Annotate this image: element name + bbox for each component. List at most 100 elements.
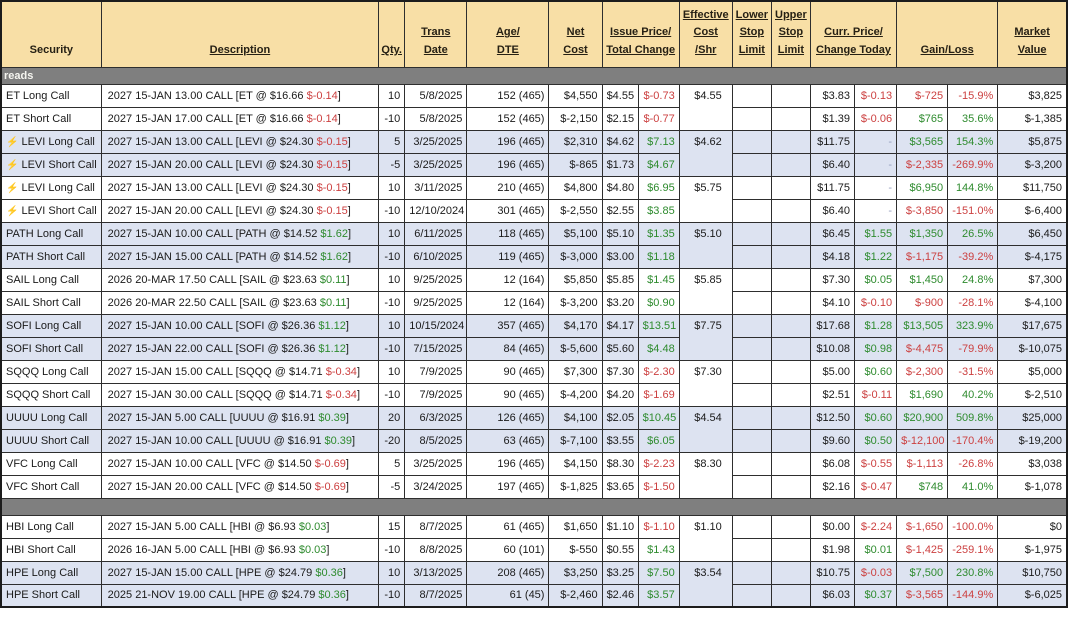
lower-stop-cell — [731, 175, 772, 200]
trans-date-cell: 7/15/2025 — [404, 336, 468, 361]
age-dte-cell: 119 (465) — [466, 244, 550, 269]
security-label: UUUU Short Call — [6, 434, 90, 447]
issue-price-cell: $4.80 — [601, 175, 639, 200]
group-band-label: reads — [0, 66, 1068, 85]
col-market-value[interactable]: Market Value — [997, 0, 1068, 68]
total-change-cell: $-1.10 — [637, 514, 680, 539]
age-dte-cell: 118 (465) — [466, 221, 550, 246]
net-cost-cell: $-3,000 — [548, 244, 603, 269]
table-row: VFC Long Call 2027 15-JAN 10.00 CALL [VF… — [0, 451, 1068, 499]
net-cost-cell: $4,800 — [548, 175, 603, 200]
lower-stop-cell — [731, 474, 772, 499]
upper-stop-cell — [770, 514, 811, 539]
trans-date-cell: 3/13/2025 — [404, 560, 468, 585]
security-label: SOFI Short Call — [6, 342, 84, 355]
col-effective-cost[interactable]: Effective Cost /Shr — [678, 0, 733, 68]
col-trans-date[interactable]: Trans Date — [404, 0, 468, 68]
col-gain-loss[interactable]: Gain/Loss — [896, 0, 999, 68]
issue-price-cell: $1.10 — [601, 514, 639, 539]
col-qty[interactable]: Qty. — [378, 0, 406, 68]
issue-price-cell: $4.20 — [601, 382, 639, 407]
lightning-bolt-icon: ⚡ — [6, 205, 19, 217]
description-close-bracket: ] — [337, 112, 341, 125]
security-cell: ⚡ LEVI Long Call — [0, 129, 102, 154]
age-dte-cell: 196 (465) — [466, 152, 550, 177]
upper-stop-cell — [770, 290, 811, 315]
gain-cell: $-12,100 — [896, 428, 949, 453]
change-today-cell: - — [853, 152, 898, 177]
gain-cell: $-1,113 — [896, 451, 949, 476]
col-lower-stop-limit[interactable]: Lower Stop Limit — [731, 0, 772, 68]
description-change: $1.12 — [318, 342, 346, 355]
curr-price-cell: $6.45 — [809, 221, 856, 246]
lower-stop-cell — [731, 514, 772, 539]
change-today-cell: $-0.11 — [853, 382, 898, 407]
description-close-bracket: ] — [347, 250, 352, 263]
description-close-bracket: ] — [345, 589, 349, 602]
net-cost-cell: $-3,200 — [548, 290, 603, 315]
col-description[interactable]: Description — [100, 0, 380, 68]
description-change: $-0.14 — [306, 89, 338, 102]
description-text: 2027 15-JAN 30.00 CALL [SQQQ @ $14.71 — [107, 388, 326, 401]
gain-cell: $-1,175 — [896, 244, 949, 269]
curr-price-cell: $7.30 — [809, 267, 856, 292]
description-change: $1.12 — [318, 319, 346, 332]
description-text: 2027 15-JAN 10.00 CALL [UUUU @ $16.91 — [107, 434, 325, 447]
market-value-cell: $-1,078 — [997, 474, 1068, 499]
gain-pct-cell: 41.0% — [947, 474, 999, 499]
upper-stop-cell — [770, 405, 811, 430]
total-change-cell: $-1.50 — [637, 474, 680, 499]
description-text: 2025 21-NOV 19.00 CALL [HPE @ $24.79 — [107, 589, 319, 602]
col-curr-price-change-today[interactable]: Curr. Price/ Change Today — [809, 0, 898, 68]
total-change-cell: $7.13 — [637, 129, 680, 154]
market-value-cell: $-6,400 — [997, 198, 1068, 223]
description-change: $0.36 — [315, 566, 343, 579]
effective-cost-cell: $7.30 — [678, 359, 733, 407]
net-cost-cell: $-2,150 — [548, 106, 603, 131]
change-today-cell: - — [853, 198, 898, 223]
change-today-cell: $1.22 — [853, 244, 898, 269]
security-label: LEVI Short Call — [21, 204, 97, 217]
qty-cell: -20 — [378, 428, 406, 453]
qty-cell: 10 — [378, 359, 406, 384]
qty-cell: 20 — [378, 405, 406, 430]
issue-price-cell: $3.25 — [601, 560, 639, 585]
description-cell: 2027 15-JAN 15.00 CALL [HPE @ $24.79 $0.… — [100, 560, 380, 585]
gain-pct-cell: -31.5% — [947, 359, 999, 384]
description-close-bracket: ] — [346, 273, 350, 286]
net-cost-cell: $-2,460 — [548, 583, 603, 608]
curr-price-cell: $9.60 — [809, 428, 856, 453]
issue-price-cell: $2.55 — [601, 198, 639, 223]
total-change-cell: $1.18 — [637, 244, 680, 269]
description-text: 2027 15-JAN 22.00 CALL [SOFI @ $26.36 — [107, 342, 319, 355]
description-cell: 2026 16-JAN 5.00 CALL [HBI @ $6.93 $0.03… — [100, 537, 380, 562]
group-band-row — [0, 497, 1068, 516]
qty-cell: 5 — [378, 129, 406, 154]
age-dte-cell: 84 (465) — [466, 336, 550, 361]
trans-date-cell: 9/25/2025 — [404, 267, 468, 292]
description-text: 2027 15-JAN 5.00 CALL [UUUU @ $16.91 — [107, 411, 319, 424]
trans-date-cell: 8/7/2025 — [404, 583, 468, 608]
col-upper-stop-limit[interactable]: Upper Stop Limit — [770, 0, 811, 68]
col-age-dte[interactable]: Age/ DTE — [466, 0, 550, 68]
change-today-cell: - — [853, 175, 898, 200]
change-today-cell: $-0.10 — [853, 290, 898, 315]
col-net-cost[interactable]: Net Cost — [548, 0, 603, 68]
col-issue-price-total-change[interactable]: Issue Price/ Total Change — [601, 0, 680, 68]
trans-date-cell: 6/3/2025 — [404, 405, 468, 430]
qty-cell: -10 — [378, 106, 406, 131]
description-cell: 2026 20-MAR 17.50 CALL [SAIL @ $23.63 $0… — [100, 267, 380, 292]
age-dte-cell: 210 (465) — [466, 175, 550, 200]
lower-stop-cell — [731, 313, 772, 338]
gain-cell: $7,500 — [896, 560, 949, 585]
table-row: HBI Short Call 2026 16-JAN 5.00 CALL [HB… — [0, 537, 1068, 562]
change-today-cell: $0.98 — [853, 336, 898, 361]
description-text: 2027 15-JAN 17.00 CALL [ET @ $16.66 — [107, 112, 307, 125]
gain-pct-cell: -259.1% — [947, 537, 999, 562]
security-label: UUUU Long Call — [6, 411, 88, 424]
net-cost-cell: $-865 — [548, 152, 603, 177]
description-close-bracket: ] — [326, 543, 330, 556]
net-cost-cell: $-4,200 — [548, 382, 603, 407]
market-value-cell: $-6,025 — [997, 583, 1068, 608]
age-dte-cell: 196 (465) — [466, 129, 550, 154]
